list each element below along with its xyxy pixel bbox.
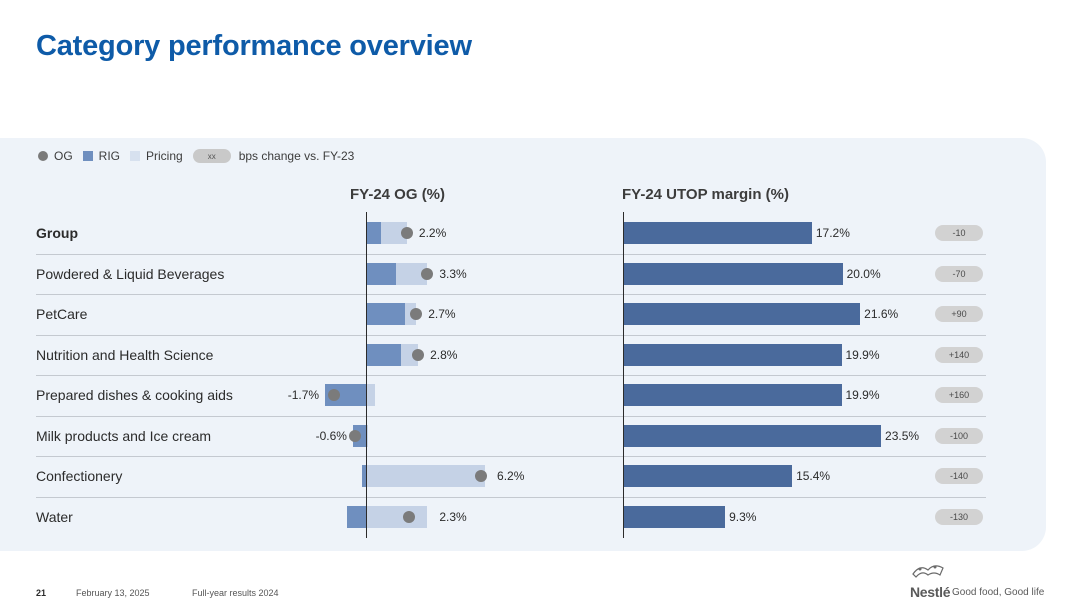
utop-bar: [623, 465, 793, 488]
utop-value-label: 19.9%: [845, 347, 880, 362]
legend-pricing: Pricing: [130, 149, 183, 163]
legend-rig: RIG: [82, 149, 121, 163]
bps-change-badge: +160: [935, 387, 983, 404]
bps-change-badge: +140: [935, 346, 983, 363]
legend-bps-label: bps change vs. FY-23: [238, 149, 355, 163]
og-rig-bar: [366, 222, 381, 245]
bps-change-badge: -130: [935, 508, 983, 525]
og-dot: [475, 470, 488, 483]
legend-og-label: OG: [54, 149, 73, 163]
utop-value-label: 17.2%: [815, 226, 850, 241]
legend-pricing-label: Pricing: [146, 149, 183, 163]
nest-logo-icon: [912, 565, 944, 578]
brand-name: Nestlé: [910, 584, 951, 600]
og-dot: [400, 227, 413, 240]
row-separator: [36, 253, 986, 255]
row-separator: [36, 294, 986, 295]
og-value-label: 6.2%: [497, 469, 525, 484]
brand-tagline: Good food, Good life: [952, 587, 1045, 598]
utop-bar: [623, 343, 842, 366]
utop-value-label: 21.6%: [864, 307, 899, 322]
utop-value-label: 15.4%: [796, 469, 831, 484]
utop-bar: [623, 384, 842, 407]
og-value-label: 2.7%: [428, 307, 456, 322]
utop-bar: [623, 262, 843, 285]
row-label: PetCare: [36, 306, 88, 323]
row-label: Group: [36, 225, 78, 242]
legend-og-marker: [38, 151, 48, 161]
row-label: Powdered & Liquid Beverages: [36, 265, 225, 282]
legend-bps-pill: xx: [192, 149, 231, 163]
og-pricing-bar: [380, 222, 407, 245]
og-dot: [410, 308, 423, 321]
bps-change-badge: -70: [935, 265, 983, 282]
og-pricing-bar: [366, 465, 486, 488]
og-rig-bar: [347, 505, 366, 528]
bps-change-badge: -10: [935, 225, 983, 242]
og-value-label: 2.2%: [418, 226, 447, 241]
row-label: Nutrition and Health Science: [36, 346, 214, 363]
og-value-label: -0.6%: [315, 428, 347, 443]
og-pricing-bar: [395, 262, 428, 285]
row-separator: [36, 496, 986, 498]
row-separator: [36, 334, 986, 336]
legend-pricing-marker: [130, 151, 141, 161]
page-title: Category performance overview: [36, 30, 472, 62]
utop-value-label: 23.5%: [885, 428, 920, 443]
page-number: 21: [36, 588, 47, 598]
og-chart-title: FY-24 OG (%): [350, 186, 446, 203]
og-dot: [421, 267, 434, 280]
og-value-label: 2.8%: [430, 347, 458, 362]
legend: OG RIG Pricing xx bps change vs. FY-23: [38, 148, 354, 164]
utop-bar: [623, 222, 812, 245]
og-value-label: 2.3%: [439, 509, 467, 524]
og-rig-bar: [366, 303, 406, 326]
utop-chart-title: FY-24 UTOP margin (%): [622, 186, 789, 203]
row-label: Prepared dishes & cooking aids: [36, 387, 233, 404]
row-label: Confectionery: [36, 468, 123, 485]
utop-value-label: 20.0%: [846, 266, 881, 281]
legend-rig-marker: [82, 151, 93, 161]
row-label: Water: [36, 508, 73, 525]
row-separator: [36, 456, 986, 457]
chart-panel: [0, 138, 1046, 551]
og-zero-axis: [366, 212, 367, 538]
og-dot: [412, 348, 425, 361]
utop-value-label: 19.9%: [845, 388, 880, 403]
legend-rig-label: RIG: [98, 149, 121, 163]
footer-date: February 13, 2025: [76, 588, 150, 598]
og-rig-bar: [362, 465, 366, 488]
utop-bar: [623, 424, 882, 447]
og-value-label: 3.3%: [439, 266, 467, 281]
og-dot: [348, 429, 361, 442]
og-pricing-bar: [366, 384, 376, 407]
legend-og: OG: [38, 149, 73, 163]
bps-change-badge: -140: [935, 468, 983, 485]
bps-change-badge: -100: [935, 427, 983, 444]
utop-bar: [623, 505, 726, 528]
footer-doc: Full-year results 2024: [192, 588, 279, 598]
og-pricing-bar: [366, 505, 428, 528]
row-separator: [36, 415, 986, 417]
bps-change-badge: +90: [935, 306, 983, 323]
og-value-label: -1.7%: [287, 388, 320, 403]
og-dot: [402, 510, 415, 523]
og-dot: [328, 389, 341, 402]
utop-zero-axis: [623, 212, 624, 538]
utop-bar: [623, 303, 861, 326]
row-label: Milk products and Ice cream: [36, 427, 212, 444]
utop-value-label: 9.3%: [729, 509, 757, 524]
og-rig-bar: [366, 343, 402, 366]
row-separator: [36, 375, 986, 376]
og-rig-bar: [366, 262, 396, 285]
